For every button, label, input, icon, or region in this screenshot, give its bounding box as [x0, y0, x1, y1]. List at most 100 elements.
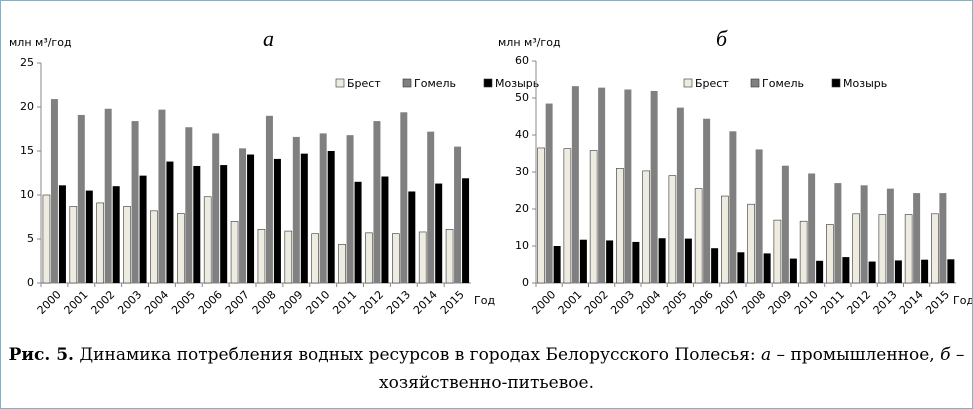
- legend-label: Гомель: [414, 77, 456, 90]
- y-tick-label: 10: [515, 239, 529, 252]
- x-tick-label: 2015: [438, 288, 467, 317]
- bar: [365, 232, 373, 284]
- bar: [904, 214, 913, 284]
- bar: [346, 135, 354, 283]
- bar: [545, 103, 553, 283]
- bar: [642, 170, 650, 284]
- y-tick-label: 50: [515, 91, 529, 104]
- legend-label: Брест: [347, 77, 381, 90]
- x-tick-label: 2010: [792, 288, 821, 317]
- bar: [239, 148, 247, 283]
- bar: [96, 202, 104, 284]
- bar: [220, 165, 228, 283]
- bar: [185, 127, 193, 284]
- bar: [257, 229, 266, 284]
- x-tick-label: 2005: [169, 288, 198, 317]
- x-tick-label: 2006: [687, 288, 716, 317]
- bar: [166, 161, 174, 283]
- bar: [408, 191, 416, 283]
- x-tick-label: 2008: [250, 288, 279, 317]
- bar: [939, 193, 947, 283]
- x-tick-label: 2008: [739, 288, 768, 317]
- bar: [177, 213, 185, 284]
- x-tick-label: 2012: [844, 288, 873, 317]
- bar: [77, 114, 85, 283]
- y-axis-title: млн м³/год: [498, 36, 561, 49]
- bar: [563, 148, 572, 284]
- x-tick-label: 2001: [556, 288, 585, 317]
- caption-label: Рис. 5.: [8, 345, 74, 365]
- bar: [338, 243, 346, 284]
- y-axis-title: млн м³/год: [9, 36, 72, 49]
- x-tick-label: 2007: [713, 288, 742, 317]
- x-tick-label: 2000: [35, 288, 64, 317]
- bar: [139, 175, 147, 283]
- bar: [852, 213, 860, 284]
- bar: [589, 150, 598, 284]
- y-tick-label: 0: [522, 276, 529, 289]
- bar: [789, 258, 797, 283]
- bar: [381, 176, 389, 283]
- y-tick-label: 60: [515, 54, 529, 67]
- bar: [676, 107, 684, 284]
- bar: [247, 154, 255, 283]
- caption-text: – хозяйственно-питьевое.: [379, 345, 965, 393]
- bar: [112, 186, 120, 283]
- bar: [445, 229, 454, 284]
- bar: [842, 257, 850, 283]
- bar: [327, 151, 335, 283]
- bar: [816, 260, 824, 283]
- bar: [427, 131, 435, 283]
- bar: [921, 259, 929, 283]
- bar: [694, 188, 703, 284]
- bar: [808, 173, 816, 283]
- x-tick-label: 2009: [277, 288, 306, 317]
- x-tick-label: 2010: [303, 288, 332, 317]
- x-tick-label: 2011: [818, 288, 847, 317]
- bar: [747, 203, 755, 284]
- bar: [284, 230, 293, 284]
- bar: [684, 238, 692, 283]
- bar: [553, 246, 561, 283]
- x-tick-label: 2015: [923, 288, 952, 317]
- x-axis-title: Год: [474, 294, 495, 307]
- bar: [913, 193, 921, 283]
- bar: [292, 136, 300, 283]
- y-tick-label: 5: [27, 232, 34, 245]
- bar: [755, 149, 763, 283]
- legend-swatch: [683, 78, 693, 88]
- caption-text: – промышленное,: [771, 345, 941, 365]
- bar: [158, 109, 166, 283]
- y-tick-label: 0: [27, 276, 34, 289]
- bar: [579, 239, 587, 283]
- legend-swatch: [335, 78, 345, 88]
- caption: Рис. 5. Динамика потребления водных ресу…: [1, 341, 972, 397]
- bar: [894, 260, 902, 283]
- bar: [69, 206, 78, 284]
- bar: [537, 147, 545, 284]
- x-tick-label: 2006: [196, 288, 225, 317]
- x-tick-label: 2002: [582, 288, 611, 317]
- bar: [878, 214, 887, 284]
- y-tick-label: 30: [515, 165, 529, 178]
- bar: [799, 220, 808, 284]
- x-tick-label: 2001: [62, 288, 91, 317]
- x-tick-label: 2014: [897, 288, 926, 317]
- x-tick-label: 2003: [115, 288, 144, 317]
- caption-letter: а: [761, 345, 772, 365]
- bar: [58, 185, 66, 283]
- bar: [212, 133, 220, 283]
- y-tick-label: 10: [20, 188, 34, 201]
- bar: [203, 196, 212, 284]
- x-tick-label: 2013: [871, 288, 900, 317]
- bar: [150, 210, 158, 284]
- bar: [265, 115, 273, 283]
- bar: [354, 181, 362, 283]
- x-tick-label: 2013: [384, 288, 413, 317]
- bar: [571, 86, 579, 283]
- legend-label: Мозырь: [843, 77, 887, 90]
- x-axis-title: Год: [953, 294, 972, 307]
- bar: [781, 165, 789, 283]
- bar: [721, 195, 729, 284]
- legend-swatch: [402, 78, 412, 88]
